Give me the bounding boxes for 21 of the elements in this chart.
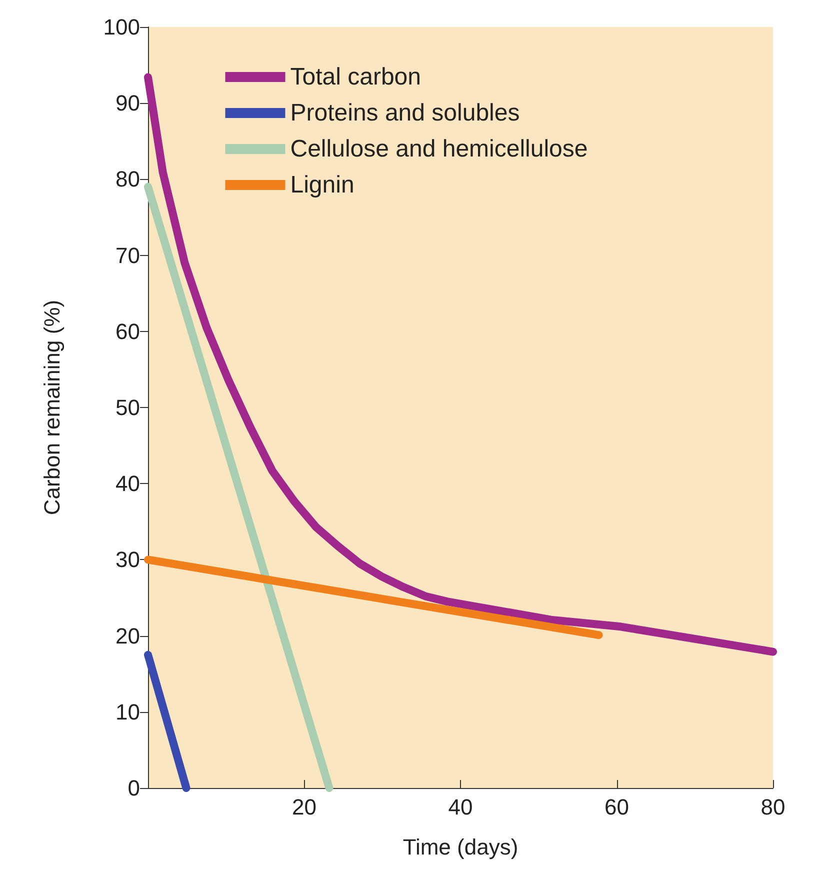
y-tick-label: 20 [116, 623, 140, 648]
y-tick-label: 0 [128, 776, 140, 800]
y-tick-label: 50 [116, 395, 140, 420]
y-tick-label: 70 [116, 242, 140, 268]
y-tick-label: 90 [116, 90, 140, 116]
x-tick-label: 60 [604, 794, 629, 820]
x-tick-label: 20 [292, 794, 316, 820]
legend-label: Total carbon [290, 64, 421, 90]
x-tick-label: 40 [448, 794, 473, 820]
legend-label: Proteins and solubles [290, 100, 520, 126]
y-tick-label: 30 [116, 547, 140, 572]
y-axis-title: Carbon remaining (%) [40, 300, 64, 516]
y-tick-label: 60 [116, 318, 140, 344]
x-axis-title: Time (days) [402, 834, 518, 860]
y-tick-label: 10 [116, 699, 140, 724]
y-tick-label: 40 [116, 471, 140, 496]
x-tick-label: 80 [760, 794, 786, 820]
y-tick-label: 80 [116, 166, 140, 192]
legend-label: Cellulose and hemicellulose [290, 136, 588, 162]
legend-label: Lignin [290, 172, 354, 198]
y-tick-label: 100 [103, 14, 140, 40]
